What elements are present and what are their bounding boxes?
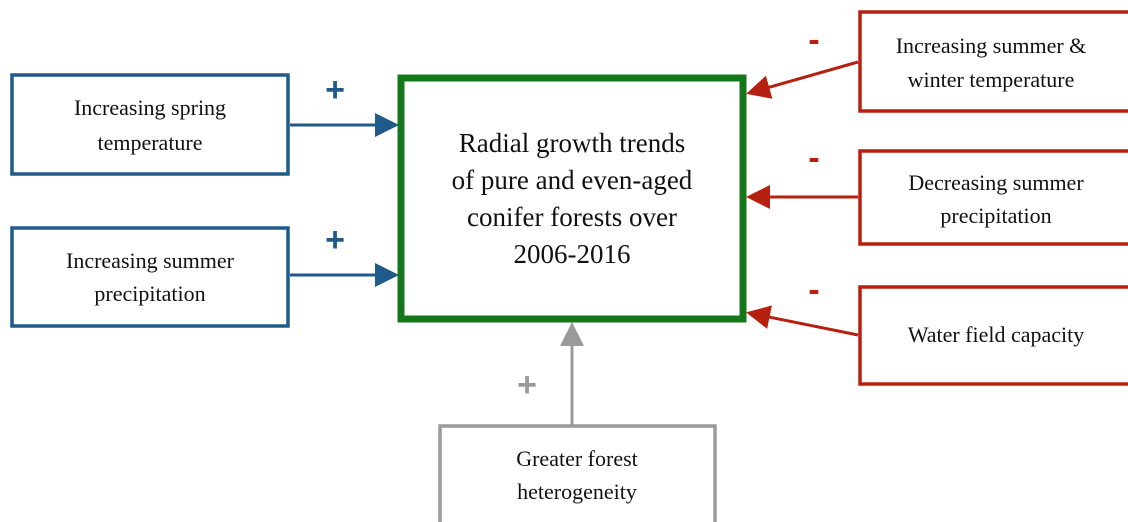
edge-sign: - [808, 21, 819, 59]
node-label: precipitation [94, 281, 205, 306]
box [10, 226, 290, 328]
edge-sign: + [517, 366, 537, 404]
edge-sign: + [325, 71, 345, 109]
node-label: of pure and even-aged [452, 165, 693, 195]
box [858, 10, 1128, 113]
box [10, 73, 290, 176]
node-label: Decreasing summer [908, 170, 1084, 195]
node-label: conifer forests over [467, 202, 677, 232]
node-label: precipitation [940, 203, 1051, 228]
node-label: Greater forest [516, 446, 638, 471]
node-label: Increasing summer & [896, 33, 1087, 58]
center-box [397, 74, 747, 323]
node-label: Water field capacity [908, 322, 1085, 347]
box [438, 424, 717, 522]
node-label: Increasing spring [74, 95, 226, 120]
edge-sign: - [808, 271, 819, 309]
node-label: Increasing summer [66, 248, 235, 273]
node-label: 2006-2016 [514, 239, 631, 269]
edge-sign: + [325, 221, 345, 259]
node-label: heterogeneity [517, 479, 637, 504]
box [858, 149, 1128, 246]
arrow [746, 305, 859, 337]
node-label: winter temperature [908, 67, 1075, 92]
box [858, 285, 1128, 386]
edge-sign: - [808, 139, 819, 177]
arrow [746, 60, 859, 99]
node-label: Radial growth trends [459, 128, 685, 158]
node-label: temperature [97, 130, 202, 155]
